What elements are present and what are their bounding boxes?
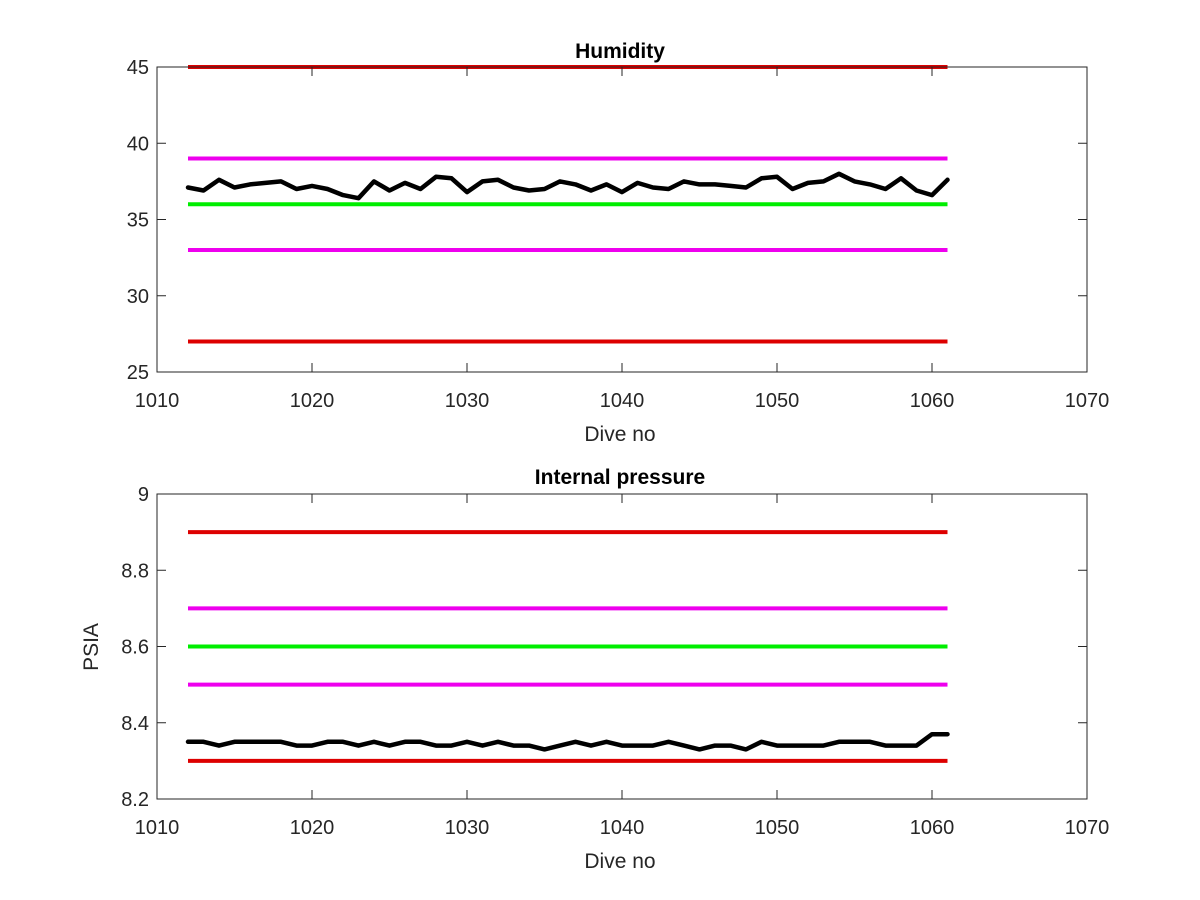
humidity-x-tick-label: 1050 [755,390,800,412]
pressure-y-tick-label: 8.2 [121,789,149,811]
humidity-y-tick-label: 25 [127,362,149,384]
pressure-y-tick-label: 9 [138,484,149,506]
humidity-x-tick-label: 1070 [1065,390,1110,412]
humidity-plot-area [157,67,1087,372]
pressure-y-tick-label: 8.8 [121,560,149,582]
pressure-x-tick-label: 1030 [445,817,490,839]
humidity-x-tick-label: 1030 [445,390,490,412]
humidity-y-tick-label: 35 [127,210,149,232]
humidity-y-tick-label: 40 [127,133,149,155]
humidity-x-tick-label: 1040 [600,390,645,412]
pressure-series-line-0 [185,731,950,752]
internal-pressure-panel: 1010 1020 1030 1040 1050 1060 1070 8.2 8.4 8.6 8.8… [80,466,1109,873]
humidity-x-tick-label: 1060 [910,390,955,412]
pressure-x-tick-label: 1050 [755,817,800,839]
pressure-axes: 1010 1020 1030 1040 1050 1060 1070 8.2 8.4 8.6 8.8… [121,484,1109,839]
pressure-x-tick-label: 1040 [600,817,645,839]
pressure-x-axis-label: Dive no [584,850,655,873]
pressure-x-tick-label: 1020 [290,817,335,839]
pressure-x-tick-label: 1010 [135,817,180,839]
pressure-y-tick-label: 8.6 [121,637,149,659]
pressure-series [185,731,950,752]
pressure-x-tick-label: 1070 [1065,817,1110,839]
pressure-title: Internal pressure [535,466,705,489]
humidity-series [185,171,950,201]
humidity-y-tick-label: 30 [127,286,149,308]
pressure-x-tick-label: 1060 [910,817,955,839]
pressure-y-axis-label: PSIA [80,623,103,671]
humidity-series-line-0 [185,171,950,201]
humidity-axes: 1010 1020 1030 1040 1050 1060 1070 25 30 35 40 45 [127,57,1110,412]
humidity-title: Humidity [575,40,665,63]
humidity-panel: 1010 1020 1030 1040 1050 1060 1070 25 30 35 40 45 H… [127,40,1110,446]
pressure-reference-lines [188,530,948,763]
humidity-plot-background [157,67,1087,372]
humidity-x-tick-label: 1020 [290,390,335,412]
pressure-y-tick-label: 8.4 [121,713,149,735]
humidity-x-axis-label: Dive no [584,423,655,446]
humidity-x-tick-label: 1010 [135,390,180,412]
humidity-y-tick-label: 45 [127,57,149,79]
